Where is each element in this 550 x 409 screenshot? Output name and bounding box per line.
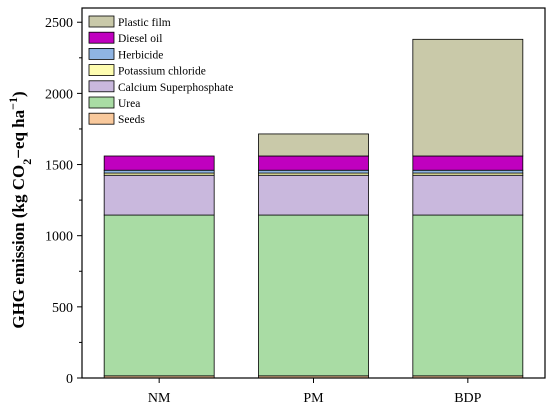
bar-segment-nm-herbicide bbox=[103, 169, 215, 174]
y-axis-label-end: ) bbox=[9, 91, 28, 97]
y-axis-label-subscript: 2 bbox=[20, 159, 34, 165]
legend-label-calcium-superphosphate: Calcium Superphosphate bbox=[118, 82, 233, 94]
bar-segment-bdp-herbicide bbox=[412, 169, 524, 174]
bar-segment-pm-urea bbox=[258, 214, 369, 377]
y-tick-label-1500: 1500 bbox=[45, 159, 73, 174]
legend-swatch-herbicide bbox=[88, 48, 115, 60]
legend-swatch-urea bbox=[88, 96, 115, 109]
y-tick-label-2500: 2500 bbox=[45, 16, 73, 31]
bar-segment-bdp-urea bbox=[412, 214, 524, 377]
y-axis-label: GHG emission (kg CO2−eq ha−1) bbox=[6, 91, 34, 328]
y-tick-label-2000: 2000 bbox=[45, 87, 73, 102]
x-tick-label-pm: PM bbox=[303, 391, 324, 406]
x-tick-label-bdp: BDP bbox=[454, 391, 481, 406]
legend-swatch-calcium-superphosphate bbox=[88, 80, 115, 93]
y-axis-label-mid: −eq ha bbox=[9, 109, 28, 158]
bar-segment-pm-plastic-film bbox=[258, 133, 369, 157]
legend-label-herbicide: Herbicide bbox=[118, 49, 163, 61]
y-tick-label-500: 500 bbox=[52, 301, 73, 316]
y-axis-label-main: GHG emission (kg CO bbox=[9, 165, 28, 329]
bar-segment-bdp-diesel-oil bbox=[412, 155, 524, 171]
y-tick-label-1000: 1000 bbox=[45, 230, 73, 245]
x-tick-label-nm: NM bbox=[148, 391, 171, 406]
legend-label-urea: Urea bbox=[118, 98, 140, 110]
bar-segment-nm-diesel-oil bbox=[103, 155, 215, 171]
plot-frame bbox=[81, 7, 546, 379]
bar-segment-pm-herbicide bbox=[258, 169, 369, 174]
bar-segment-bdp-plastic-film bbox=[412, 38, 524, 157]
legend-swatch-seeds bbox=[88, 112, 115, 125]
bar-segment-bdp-calcium-superphosphate bbox=[412, 174, 524, 216]
legend-swatch-diesel-oil bbox=[88, 31, 115, 44]
bar-segment-nm-urea bbox=[103, 214, 215, 377]
bar-segment-pm-diesel-oil bbox=[258, 155, 369, 171]
y-tick-label-0: 0 bbox=[66, 372, 73, 387]
y-axis-label-superscript: −1 bbox=[6, 97, 20, 110]
legend-swatch-plastic-film bbox=[88, 15, 115, 28]
bar-segment-pm-calcium-superphosphate bbox=[258, 174, 369, 216]
legend-label-plastic-film: Plastic film bbox=[118, 17, 171, 29]
legend-label-potassium-chloride: Potassium chloride bbox=[118, 66, 206, 78]
legend-swatch-potassium-chloride bbox=[88, 64, 115, 76]
legend-label-seeds: Seeds bbox=[118, 114, 145, 126]
legend: Plastic film Diesel oil Herbicide Potassium… bbox=[88, 15, 233, 126]
bars-layer bbox=[103, 38, 524, 379]
legend-label-diesel-oil: Diesel oil bbox=[118, 33, 162, 45]
bar-segment-nm-calcium-superphosphate bbox=[103, 174, 215, 216]
axes-layer: NM PM BDP 0 500 1000 1500 2000 2500 bbox=[45, 7, 546, 406]
